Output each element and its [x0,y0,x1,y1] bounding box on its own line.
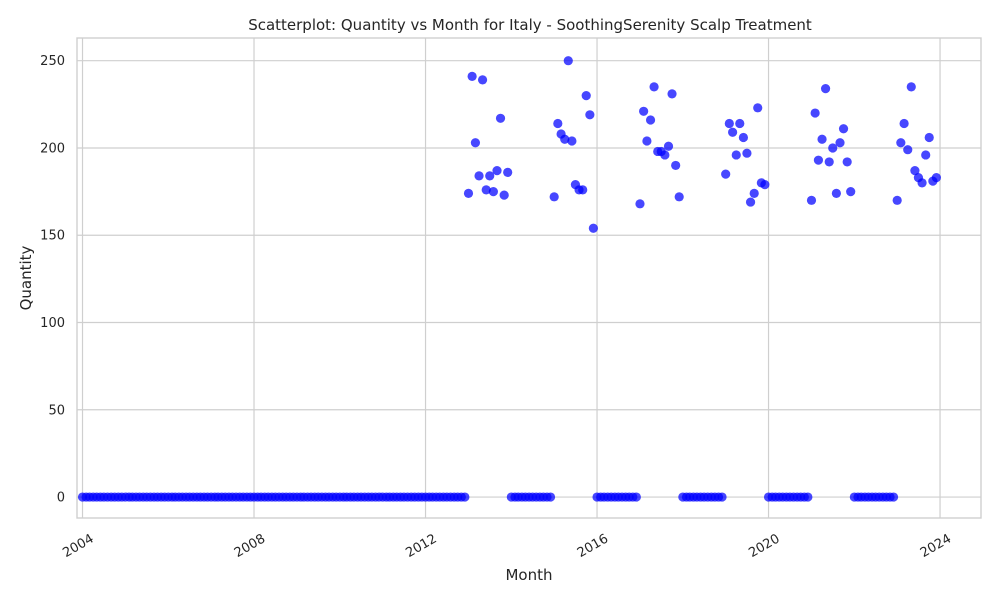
data-point [635,199,645,209]
data-point [892,195,902,205]
data-point [671,160,681,171]
data-point [467,71,477,81]
data-point [820,84,831,94]
data-point [749,188,759,198]
data-point [463,188,474,198]
x-tick-label: 2004 [60,531,96,561]
data-point [896,138,906,148]
data-point [924,132,934,143]
data-point [549,192,559,202]
data-point [910,166,920,176]
y-axis-label: Quantity [17,245,35,310]
data-point [728,127,738,137]
data-point [738,132,749,143]
data-point [477,75,488,85]
y-tick-label: 0 [57,491,65,506]
data-point [899,118,909,129]
data-point [842,157,852,167]
data-point [588,223,598,233]
data-point [663,141,674,151]
data-point [488,187,498,197]
data-point [810,108,820,118]
y-tick-labels: 0 50 100 150 200 250 [40,54,65,505]
plot-frame [76,37,982,519]
data-point [481,185,491,195]
data-point [824,157,834,167]
data-points [77,56,941,502]
data-point [731,150,741,160]
data-point [817,134,827,144]
y-tick-label: 150 [40,229,65,244]
data-point [631,492,641,502]
data-point [828,143,838,153]
data-point [639,106,649,116]
x-tick-label: 2008 [232,531,268,561]
data-point [903,145,913,155]
data-point [560,134,570,144]
data-point [888,492,899,502]
y-tick-label: 250 [40,54,65,69]
chart-title: Scatterplot: Quantity vs Month for Italy… [248,16,812,34]
data-point [921,150,931,160]
data-point [724,118,734,129]
data-point [585,110,595,120]
data-point [649,82,659,92]
data-point [753,103,763,113]
data-point [474,171,484,181]
data-point [660,150,670,160]
data-point [917,178,927,188]
data-point [931,173,941,183]
data-point [838,124,849,134]
x-tick-label: 2024 [918,531,954,561]
data-point [835,138,845,148]
x-tick-labels: 2004 2008 2012 2016 2020 2024 [60,531,954,561]
data-point [578,185,588,195]
data-point [460,492,470,502]
y-tick-label: 50 [48,403,65,418]
data-point [721,169,731,179]
data-point [806,195,817,205]
data-point [906,82,916,92]
data-point [503,167,513,177]
data-point [717,492,727,502]
data-point [499,190,509,200]
data-point [667,89,677,99]
data-point [831,188,841,198]
data-point [495,113,506,123]
data-point [485,171,495,181]
data-point [563,56,573,66]
data-point [803,492,813,502]
data-point [492,166,502,176]
x-tick-label: 2020 [746,531,782,561]
data-point [567,136,577,146]
data-point [735,118,745,129]
data-point [745,197,756,207]
x-tick-label: 2016 [575,531,611,561]
data-point [742,148,752,158]
x-tick-label: 2012 [403,531,439,561]
data-point [470,138,481,148]
data-point [642,136,652,146]
data-point [846,187,856,197]
data-point [581,91,591,101]
data-point [760,180,770,190]
y-tick-label: 100 [40,316,65,331]
data-point [545,492,556,502]
x-axis-label: Month [505,566,552,584]
data-point [553,118,563,129]
y-tick-label: 200 [40,141,65,156]
data-point [813,155,824,165]
data-point [645,115,656,125]
grid-lines [77,38,981,518]
data-point [674,192,684,202]
